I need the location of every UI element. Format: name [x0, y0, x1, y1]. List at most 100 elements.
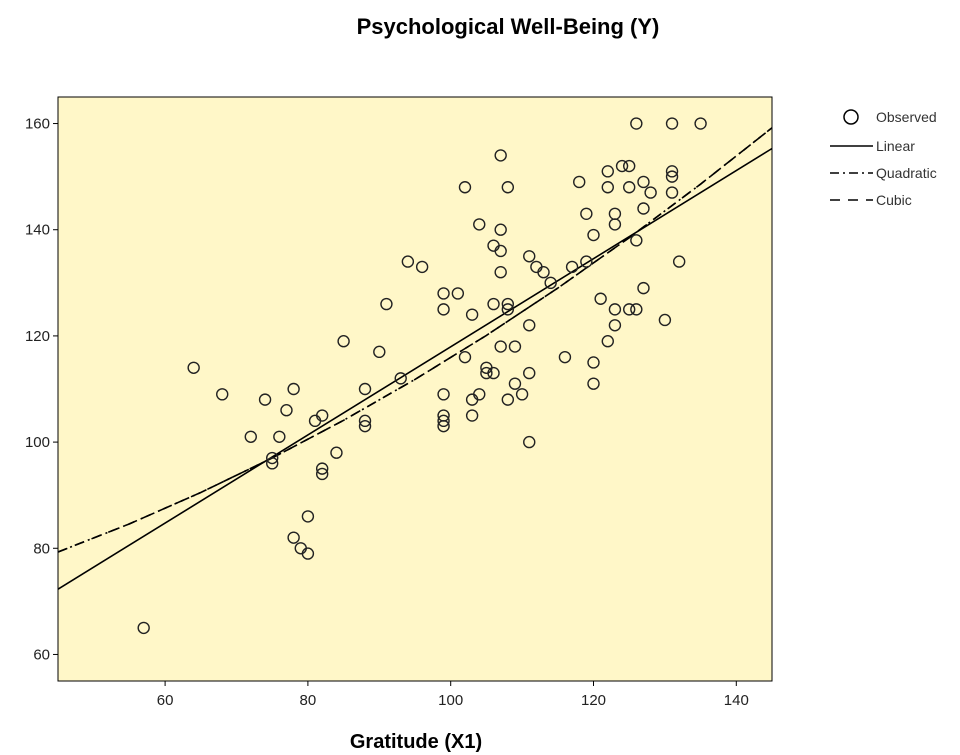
observed-point: [187, 361, 200, 374]
observed-point: [501, 297, 515, 311]
y-tick-label: 120: [25, 328, 50, 345]
legend-observed-label: Observed: [876, 109, 937, 125]
observed-point: [380, 297, 393, 311]
x-tick-label: 120: [581, 692, 606, 709]
observed-point: [501, 303, 515, 316]
observed-point: [658, 313, 672, 327]
observed-point: [630, 117, 643, 130]
chart-title: Psychological Well-Being (Y): [357, 14, 660, 39]
observed-point: [523, 435, 536, 449]
observed-point: [523, 319, 536, 332]
x-tick-label: 140: [724, 692, 749, 709]
observed-point: [415, 260, 429, 274]
observed-point: [587, 228, 600, 242]
observed-point: [615, 159, 629, 173]
legend-quadratic-label: Quadratic: [876, 165, 937, 181]
observed-point: [523, 250, 536, 263]
y-tick-label: 160: [25, 116, 50, 133]
observed-point: [623, 181, 636, 194]
observed-point: [280, 404, 293, 417]
observed-point: [665, 186, 679, 199]
observed-point: [580, 207, 593, 221]
observed-point: [330, 446, 343, 459]
x-tick-label: 100: [438, 692, 463, 709]
plot-area: [57, 96, 773, 682]
observed-point: [501, 181, 515, 194]
observed-points: [137, 117, 707, 635]
observed-point: [287, 531, 300, 544]
observed-point: [266, 451, 279, 465]
linear-fit-line: [57, 147, 773, 590]
observed-point: [537, 266, 550, 279]
cubic-fit-line: [57, 127, 773, 553]
observed-point: [694, 117, 707, 130]
observed-point: [494, 266, 507, 279]
observed-point: [637, 281, 650, 295]
observed-point: [244, 430, 257, 443]
observed-point: [487, 297, 500, 311]
observed-point: [637, 202, 650, 215]
observed-point: [587, 356, 600, 369]
observed-point: [665, 165, 679, 178]
observed-point: [494, 223, 507, 236]
observed-point: [315, 467, 329, 481]
observed-point: [437, 287, 450, 300]
observed-point: [501, 393, 515, 406]
observed-point: [665, 117, 679, 130]
observed-point: [301, 547, 315, 560]
observed-point: [301, 510, 315, 523]
y-tick-label: 140: [25, 222, 50, 239]
observed-point: [451, 287, 465, 300]
observed-point: [508, 377, 522, 390]
observed-point: [394, 372, 407, 385]
observed-point: [580, 255, 593, 268]
observed-point: [437, 419, 450, 433]
observed-point: [494, 149, 507, 162]
observed-point: [644, 186, 657, 199]
observed-point: [601, 165, 614, 178]
y-tick-label: 60: [33, 646, 50, 663]
observed-point: [601, 335, 614, 348]
observed-point: [337, 335, 350, 348]
legend-observed-marker: [843, 109, 859, 125]
observed-point: [608, 218, 622, 231]
observed-point: [608, 319, 622, 332]
observed-point: [315, 462, 329, 475]
observed-point: [465, 308, 479, 321]
x-axis-label: Gratitude (X1): [350, 731, 482, 753]
observed-point: [473, 218, 486, 231]
observed-point: [437, 303, 450, 316]
observed-point: [630, 303, 643, 316]
observed-point: [544, 276, 557, 290]
observed-point: [494, 244, 507, 258]
observed-point: [608, 303, 622, 316]
observed-point: [315, 409, 329, 422]
observed-point: [216, 388, 229, 401]
observed-point: [494, 340, 507, 353]
observed-point: [630, 234, 643, 247]
observed-point: [665, 170, 679, 183]
observed-point: [137, 621, 150, 635]
x-tick-label: 80: [300, 692, 317, 709]
observed-point: [287, 382, 300, 396]
observed-point: [258, 393, 272, 406]
observed-point: [623, 159, 636, 173]
observed-point: [266, 457, 279, 470]
observed-point: [672, 255, 686, 268]
observed-point: [458, 350, 472, 364]
observed-point: [508, 340, 522, 353]
observed-point: [623, 303, 636, 316]
observed-point: [594, 292, 607, 305]
legend-cubic-label: Cubic: [876, 192, 912, 208]
observed-point: [437, 388, 450, 401]
observed-point: [373, 345, 386, 359]
observed-point: [637, 175, 650, 189]
observed-point: [358, 419, 372, 433]
legend-linear-label: Linear: [876, 138, 915, 154]
x-tick-label: 60: [157, 692, 174, 709]
y-axis: 60 80 100 120 140 160: [25, 116, 58, 663]
observed-point: [565, 260, 579, 274]
observed-point: [515, 388, 529, 401]
observed-point: [458, 181, 472, 194]
